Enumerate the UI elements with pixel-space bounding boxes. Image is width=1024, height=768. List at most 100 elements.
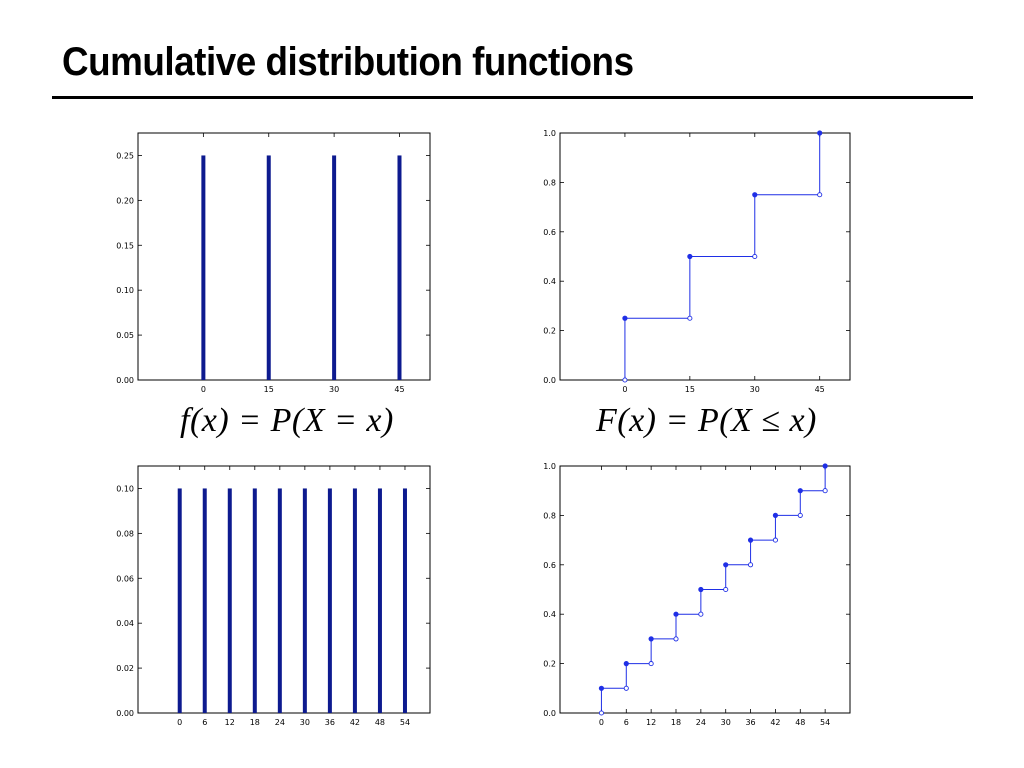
y-tick-label: 1.0 [543, 462, 556, 471]
pmf-bar [277, 488, 282, 713]
y-tick-label: 0.02 [116, 664, 134, 673]
cdf-open-point [797, 512, 803, 518]
cdf-closed-point [822, 463, 828, 469]
y-tick-label: 0.8 [543, 178, 556, 187]
y-tick-label: 1.0 [543, 129, 556, 138]
x-tick-label: 18 [250, 718, 260, 727]
plot-frame [559, 132, 851, 381]
y-tick-label: 0.04 [116, 619, 134, 628]
cdf-open-point [772, 537, 778, 543]
x-tick-label: 30 [329, 385, 339, 394]
x-tick-label: 6 [202, 718, 207, 727]
cdf-closed-point [623, 661, 629, 667]
pmf-bar [266, 155, 271, 380]
x-tick-label: 48 [795, 718, 805, 727]
pmf-bar [332, 155, 337, 380]
cdf-open-point [723, 586, 729, 593]
plot-frame [137, 132, 431, 381]
x-tick-label: 6 [624, 718, 629, 727]
cdf-formula: F(x) = P(X ≤ x) [596, 402, 817, 439]
y-tick-label: 0.4 [543, 277, 556, 286]
x-tick-label: 54 [400, 718, 410, 727]
cdf-open-point [748, 562, 754, 568]
x-tick-label: 0 [177, 718, 182, 727]
x-tick-label: 45 [815, 385, 825, 394]
pmf-bar [252, 488, 257, 713]
y-tick-label: 0.2 [543, 327, 556, 336]
y-tick-label: 0.0 [543, 376, 556, 385]
cdf-open-point [698, 611, 704, 617]
pmf-bar [377, 488, 382, 713]
cdf-open-point [622, 377, 628, 383]
y-tick-label: 0.6 [543, 561, 556, 570]
y-tick-label: 0.20 [116, 196, 134, 205]
x-tick-label: 45 [394, 385, 404, 394]
x-tick-label: 12 [225, 718, 235, 727]
x-tick-label: 30 [300, 718, 310, 727]
pmf-bar [352, 488, 357, 713]
y-tick-label: 0.00 [116, 709, 134, 718]
x-tick-label: 0 [622, 385, 627, 394]
y-tick-label: 0.00 [116, 376, 134, 385]
cdf-open-point [648, 661, 654, 667]
cdf-closed-point [598, 685, 605, 691]
x-tick-label: 0 [599, 718, 604, 727]
y-tick-label: 0.25 [116, 151, 134, 160]
cdf-open-point [623, 685, 629, 691]
cdf-closed-point [723, 562, 729, 568]
cdf-closed-point [673, 611, 679, 617]
x-tick-label: 42 [770, 718, 780, 727]
y-tick-label: 0.08 [116, 529, 134, 538]
cdf-chart-bottom: 0 6 12 18 24 30 36 42 48 54 0.0 0.2 0.4 0.6 0.8 1.0 [543, 462, 851, 727]
cdf-open-point [673, 636, 679, 642]
y-tick-label: 0.0 [543, 709, 556, 718]
x-tick-label: 30 [750, 385, 760, 394]
pmf-chart-bottom: 0 6 12 18 24 30 36 42 48 54 0.00 0.02 0.04 0.06 0.08 0.… [116, 465, 431, 727]
pmf-formula: f(x) = P(X = x) [180, 402, 394, 439]
cdf-closed-point [698, 586, 704, 593]
x-tick-label: 48 [375, 718, 385, 727]
cdf-closed-point [817, 130, 823, 136]
y-tick-label: 0.6 [543, 228, 556, 237]
pmf-bar [402, 488, 407, 713]
cdf-closed-point [747, 537, 754, 543]
pmf-bar [177, 488, 182, 713]
y-tick-label: 0.4 [543, 610, 556, 619]
cdf-open-point [598, 710, 604, 716]
x-tick-label: 15 [264, 385, 274, 394]
x-tick-label: 36 [745, 718, 755, 727]
cdf-closed-point [772, 512, 779, 519]
x-tick-label: 15 [685, 385, 695, 394]
cdf-closed-point [752, 192, 758, 198]
y-tick-label: 0.2 [543, 660, 556, 669]
pmf-bar [397, 155, 402, 380]
title-divider [52, 96, 973, 99]
pmf-chart-top: 0 15 30 45 0.00 0.05 0.10 0.15 0.20 0.25 [116, 132, 431, 394]
pmf-bar [227, 488, 232, 713]
y-tick-label: 0.10 [116, 286, 134, 295]
y-tick-label: 0.15 [116, 241, 134, 250]
x-tick-label: 12 [646, 718, 656, 727]
y-tick-label: 0.8 [543, 511, 556, 520]
x-tick-label: 24 [275, 718, 285, 727]
x-tick-label: 36 [325, 718, 335, 727]
cdf-chart-top: 0 15 30 45 0.0 0.2 0.4 0.6 0.8 1.0 [543, 129, 851, 394]
cdf-closed-point [797, 488, 803, 494]
y-tick-label: 0.06 [116, 574, 134, 583]
x-tick-label: 24 [696, 718, 706, 727]
cdf-open-point [822, 488, 828, 494]
pmf-bar [327, 488, 332, 713]
pmf-bar [201, 155, 206, 380]
plot-frame [137, 465, 431, 714]
cdf-closed-point [622, 315, 628, 321]
x-tick-label: 18 [671, 718, 681, 727]
cdf-open-point [817, 192, 823, 198]
x-tick-label: 30 [721, 718, 731, 727]
cdf-closed-point [648, 636, 654, 642]
cdf-open-point [687, 315, 693, 321]
x-tick-label: 0 [201, 385, 206, 394]
slide-title: Cumulative distribution functions [62, 40, 634, 84]
x-tick-label: 42 [350, 718, 360, 727]
cdf-closed-point [687, 253, 693, 260]
y-tick-label: 0.05 [116, 331, 134, 340]
